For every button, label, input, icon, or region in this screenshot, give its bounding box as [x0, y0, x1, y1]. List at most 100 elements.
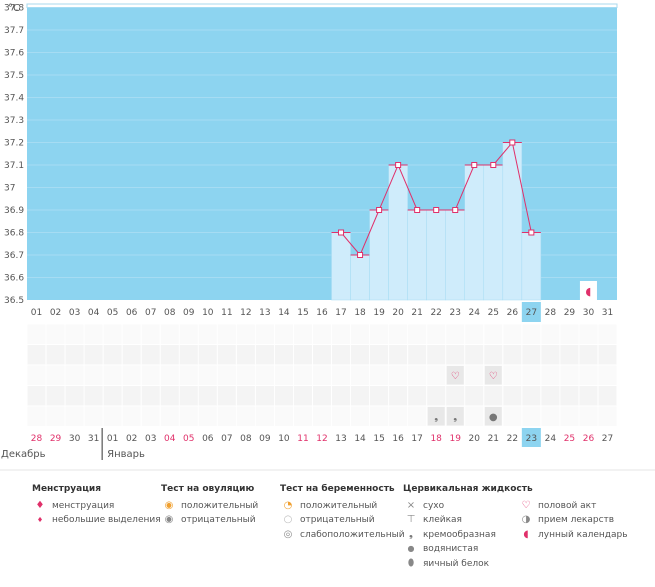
positive-circle-icon: ◉	[164, 499, 174, 511]
marker-cell	[503, 324, 522, 344]
marker-cell	[427, 365, 446, 385]
marker-cell	[217, 345, 236, 365]
marker-cell	[465, 345, 484, 365]
marker-cell	[274, 365, 293, 385]
marker-cell	[293, 406, 312, 426]
marker-cell	[27, 324, 46, 344]
marker-cell	[598, 345, 617, 365]
temperature-point	[509, 139, 516, 146]
watery-icon: ●	[407, 544, 415, 553]
day-highlight	[521, 302, 541, 322]
legend-item: ◉ отрицательный	[161, 513, 258, 528]
marker-cell	[598, 365, 617, 385]
calendar-date-label: 28	[31, 434, 43, 444]
temperature-bar	[521, 232, 542, 301]
marker-cell	[27, 406, 46, 426]
cycle-day-label: 01	[31, 308, 42, 318]
calendar-date-label: 20	[469, 434, 481, 444]
marker-cell	[141, 345, 160, 365]
calendar-date-label: 23	[526, 434, 537, 444]
marker-cell	[522, 345, 541, 365]
marker-cell	[427, 345, 446, 365]
marker-cell	[560, 324, 579, 344]
legend-title	[518, 482, 628, 497]
marker-cell	[522, 386, 541, 406]
marker-cell	[503, 345, 522, 365]
pill-icon: ◑	[521, 514, 531, 525]
marker-cell	[274, 345, 293, 365]
moon-cell	[579, 281, 597, 300]
calendar-date-label: 08	[240, 434, 252, 444]
marker-cell	[122, 324, 141, 344]
temperature-point	[395, 162, 402, 168]
marker-cell	[522, 324, 541, 344]
marker-cell	[84, 406, 103, 426]
temperature-point	[376, 207, 383, 213]
marker-cell	[160, 324, 179, 344]
marker-cell	[332, 345, 351, 365]
calendar-date-label: 19	[449, 434, 461, 444]
calendar-date-label: 02	[126, 434, 137, 444]
marker-cell	[27, 365, 46, 385]
plot-top-band	[26, 3, 618, 8]
marker-cell	[236, 345, 255, 365]
marker-cell	[179, 345, 198, 365]
marker-cell	[541, 406, 560, 426]
marker-cell	[103, 365, 122, 385]
marker-cell	[103, 324, 122, 344]
temperature-bar	[426, 209, 446, 301]
calendar-date-label: 01	[107, 434, 118, 444]
marker-cell	[293, 345, 312, 365]
marker-cell	[465, 324, 484, 344]
heart-icon: ♡	[451, 371, 460, 382]
y-tick-label: 37	[4, 184, 15, 194]
legend-other: ♡ половой акт ◑ прием лекарств ◖ лунный кал…	[518, 482, 628, 542]
cycle-day-label: 30	[583, 308, 595, 318]
marker-cell	[312, 345, 332, 365]
marker-cell	[27, 386, 46, 406]
y-tick-label: 36.8	[4, 229, 24, 239]
y-tick-label: 37.5	[4, 71, 24, 81]
sticky-icon: ⊤	[406, 514, 416, 525]
y-tick-label: 36.9	[4, 206, 24, 216]
marker-cell	[122, 406, 141, 426]
calendar-date-label: 17	[411, 434, 422, 444]
cycle-day-label: 06	[126, 308, 138, 318]
marker-cell	[579, 406, 598, 426]
calendar-date-label: 06	[202, 434, 214, 444]
marker-cell	[217, 386, 236, 406]
egg-white-mucus-icon: ●	[489, 412, 498, 423]
marker-cell	[84, 386, 103, 406]
cycle-day-label: 25	[488, 308, 499, 318]
marker-cell	[217, 324, 236, 344]
marker-cell	[141, 365, 160, 385]
cycle-day-label: 03	[69, 308, 80, 318]
legend-menstruation: Менструация ♦ менструация ♦ небольшие выде…	[32, 482, 161, 528]
marker-cell	[179, 386, 198, 406]
marker-cell	[408, 345, 427, 365]
cycle-day-label: 29	[564, 308, 576, 318]
cycle-day-label: 18	[354, 308, 366, 318]
y-tick-label: 37.8	[4, 4, 24, 14]
marker-cell	[332, 365, 351, 385]
marker-cell	[236, 406, 255, 426]
marker-cell	[579, 386, 598, 406]
marker-cell	[255, 365, 274, 385]
marker-cell	[389, 365, 408, 385]
marker-bg	[427, 407, 445, 426]
marker-cell	[46, 406, 65, 426]
marker-cell	[46, 324, 65, 344]
temperature-bar	[445, 209, 465, 301]
temperature-point	[338, 229, 345, 236]
temperature-point	[490, 162, 497, 168]
legend-ovulation: Тест на овуляцию ◉ положительный ◉ отрицат…	[161, 482, 258, 528]
cycle-day-label: 14	[278, 308, 290, 318]
marker-cell	[541, 386, 560, 406]
marker-cell	[198, 365, 217, 385]
cycle-day-label: 27	[526, 308, 537, 318]
legend-item: ♦ менструация	[32, 499, 161, 514]
marker-cell	[255, 406, 274, 426]
cycle-day-label: 15	[297, 308, 308, 318]
marker-cell	[351, 324, 370, 344]
temperature-bar	[369, 209, 389, 301]
